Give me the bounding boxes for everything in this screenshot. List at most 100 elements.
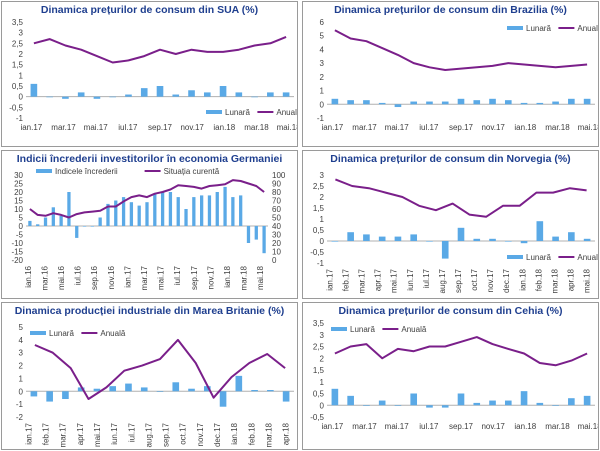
legend-bar-label: Lunară bbox=[225, 108, 250, 117]
bar bbox=[347, 232, 354, 241]
bar bbox=[394, 236, 402, 241]
chart-uk-industrial: -2 -1 0 1 2 3 4 5 ian.17 feb.17 mar.17 apr.17 mai.17… bbox=[16, 323, 294, 447]
x-tick-label: mai.18 bbox=[583, 268, 592, 293]
bar bbox=[235, 375, 243, 392]
bar bbox=[583, 98, 591, 105]
bar bbox=[489, 98, 496, 105]
x-tick-label: ian.17 bbox=[20, 123, 42, 132]
x-tick-label: nov.16 bbox=[107, 265, 116, 289]
bar bbox=[583, 395, 591, 406]
y2-tick-label: 30 bbox=[272, 231, 281, 240]
x-tick-label: dec.17 bbox=[213, 422, 222, 447]
y-tick-label: 2 bbox=[320, 354, 325, 363]
x-tick-label: feb.17 bbox=[341, 268, 350, 291]
x-tick-label: ian.17 bbox=[321, 123, 343, 132]
bar bbox=[207, 195, 212, 226]
bar bbox=[51, 207, 55, 226]
bar bbox=[441, 405, 449, 408]
bar bbox=[231, 197, 235, 226]
y-tick-label: 2 bbox=[320, 73, 325, 82]
y-tick-label: 3 bbox=[320, 331, 325, 340]
y-tick-label: -1 bbox=[16, 114, 24, 123]
legend-bar-swatch bbox=[36, 169, 52, 173]
x-tick-label: mar.18 bbox=[264, 422, 273, 447]
bar bbox=[536, 102, 544, 105]
bar bbox=[568, 98, 575, 105]
y-tick-label: -1 bbox=[317, 114, 325, 123]
x-tick-label: sep.17 bbox=[148, 123, 173, 132]
x-tick-label: mar.17 bbox=[59, 422, 68, 447]
y-tick-label: 2,5 bbox=[313, 182, 325, 191]
y-tick-label: 30 bbox=[14, 171, 23, 180]
y-tick-label: 3,5 bbox=[313, 319, 325, 328]
bar bbox=[282, 391, 290, 402]
bar bbox=[46, 96, 53, 98]
bar bbox=[235, 92, 243, 97]
x-tick-label: apr.17 bbox=[76, 422, 85, 445]
x-tick-label: mar.18 bbox=[550, 268, 559, 293]
y-tick-label: 1 bbox=[320, 87, 325, 96]
bar bbox=[239, 195, 243, 226]
bar bbox=[457, 98, 465, 105]
legend-bar-swatch bbox=[206, 110, 222, 114]
x-tick-label: mai.17 bbox=[84, 123, 109, 132]
panel-germany-confidence: Indicii încrederii investitorilor în eco… bbox=[1, 150, 298, 299]
y-tick-label: 1 bbox=[19, 71, 24, 80]
chart-germany-confidence: -20-15-10-505101520253001020304050607080… bbox=[11, 167, 285, 290]
x-tick-label: dec.17 bbox=[502, 268, 511, 293]
bar bbox=[192, 197, 196, 226]
y-tick-label: 1,5 bbox=[313, 366, 325, 375]
legend-bar-swatch bbox=[331, 327, 347, 331]
x-tick-label: nov.17 bbox=[481, 422, 505, 431]
bar bbox=[410, 393, 418, 406]
x-tick-label: iun.17 bbox=[406, 268, 415, 290]
x-tick-label: mai.17 bbox=[385, 123, 410, 132]
bar bbox=[109, 96, 117, 98]
bar bbox=[114, 200, 118, 226]
legend-bar-swatch bbox=[507, 26, 523, 30]
x-tick-label: mar.17 bbox=[352, 422, 377, 431]
bar bbox=[215, 192, 219, 226]
x-tick-label: mai.18 bbox=[578, 422, 599, 431]
bar bbox=[363, 234, 370, 241]
x-tick-label: mai.17 bbox=[93, 422, 102, 447]
bar bbox=[473, 402, 481, 406]
y-tick-label: 3,5 bbox=[12, 18, 24, 27]
x-tick-label: ian.18 bbox=[514, 123, 536, 132]
bar bbox=[262, 226, 266, 254]
series-line bbox=[33, 35, 287, 64]
panel-uk-industrial: Dinamica producției industriale din Mare… bbox=[1, 302, 298, 450]
legend-bar-label: Lunară bbox=[49, 329, 74, 338]
bar bbox=[36, 224, 40, 226]
bar bbox=[109, 386, 117, 392]
bar bbox=[188, 90, 195, 97]
y2-tick-label: 40 bbox=[272, 222, 281, 231]
bar bbox=[28, 220, 32, 226]
x-tick-label: nov.17 bbox=[206, 265, 215, 289]
x-tick-label: aug.17 bbox=[144, 422, 153, 447]
x-tick-label: iul.17 bbox=[419, 422, 439, 431]
y-tick-label: 2,5 bbox=[313, 343, 325, 352]
bar bbox=[156, 86, 164, 97]
y-tick-label: -0,5 bbox=[9, 103, 23, 112]
x-tick-label: mar.17 bbox=[352, 123, 377, 132]
y-tick-label: -1 bbox=[16, 400, 24, 409]
bar bbox=[172, 94, 180, 97]
bar bbox=[203, 92, 211, 97]
panel-usa-cpi: Dinamica prețurilor de consum din SUA (%… bbox=[1, 1, 298, 147]
x-tick-label: feb.17 bbox=[42, 422, 51, 445]
legend-bar-label: Indicele încrederii bbox=[55, 167, 118, 176]
bar bbox=[410, 101, 418, 105]
bar bbox=[77, 92, 85, 97]
x-tick-label: ian.18 bbox=[223, 265, 232, 287]
y-tick-label: 3 bbox=[19, 29, 24, 38]
bar bbox=[441, 241, 449, 259]
bar bbox=[267, 390, 274, 392]
bar bbox=[489, 400, 496, 406]
y-tick-label: 2 bbox=[19, 50, 24, 59]
y-tick-label: 20 bbox=[14, 188, 23, 197]
bar bbox=[140, 387, 148, 392]
bar bbox=[568, 232, 575, 241]
y-tick-label: 2,5 bbox=[12, 39, 24, 48]
y-tick-label: -5 bbox=[16, 231, 24, 240]
